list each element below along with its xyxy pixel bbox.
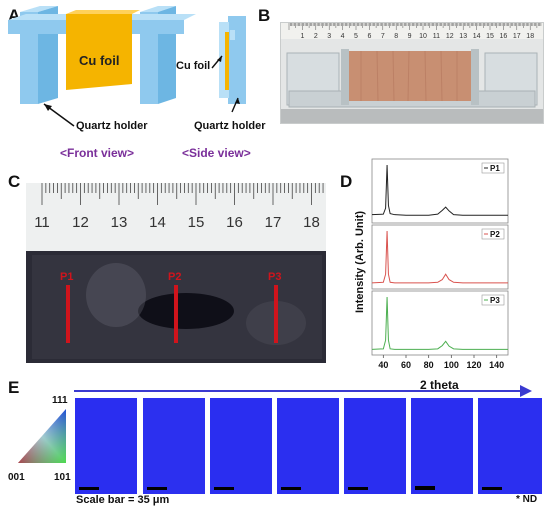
legend-box bbox=[481, 228, 505, 240]
ruler-b-number: 11 bbox=[433, 33, 440, 40]
ebsd-map-3 bbox=[210, 398, 272, 494]
ruler-b-number: 10 bbox=[419, 33, 427, 40]
ruler-c-number: 18 bbox=[303, 214, 320, 231]
x-axis-label: 2 theta bbox=[420, 378, 459, 392]
legend-label-p2: P2 bbox=[490, 230, 500, 239]
x-tick-label: 120 bbox=[466, 360, 481, 370]
legend-box bbox=[481, 294, 505, 306]
xrd-subplot-frame bbox=[371, 158, 509, 224]
scale-bar-label: Scale bar = 35 μm bbox=[76, 494, 170, 506]
side-view-label: <Side view> bbox=[182, 146, 251, 160]
ruler-b-number: 17 bbox=[513, 33, 521, 40]
side-cu-foil-label: Cu foil bbox=[176, 60, 211, 72]
ruler-b-number: 6 bbox=[367, 33, 371, 40]
quartz-holder-left bbox=[8, 6, 96, 104]
xrd-series-line-p3 bbox=[371, 296, 508, 350]
ruler-c-number: 13 bbox=[111, 214, 128, 231]
ipf-label-001: 001 bbox=[8, 472, 25, 483]
x-tick-label: 140 bbox=[489, 360, 504, 370]
ruler-c-number: 14 bbox=[149, 214, 166, 231]
panel-c-label: C bbox=[8, 172, 21, 191]
ruler-b: 1 2 3 4 5 6 7 8 9 10 11 12 13 14 15 16 17 18 bbox=[281, 23, 543, 123]
xrd-subplot-frame bbox=[371, 224, 509, 290]
ipf-label-111: 111 bbox=[52, 395, 68, 406]
x-tick-label: 40 bbox=[378, 360, 388, 370]
ipf-color-triangle bbox=[18, 409, 66, 463]
ebsd-map-1 bbox=[75, 398, 137, 494]
ruler-b-labels bbox=[280, 22, 542, 36]
ruler-b-number: 12 bbox=[446, 33, 454, 40]
ruler-c-number: 16 bbox=[226, 214, 243, 231]
ruler-b-number: 7 bbox=[381, 33, 385, 40]
panel-b-label: B bbox=[258, 6, 271, 25]
xrd-subplot-frame bbox=[371, 290, 509, 356]
ruler-b-number: 18 bbox=[526, 33, 534, 40]
xrd-series-line-p2 bbox=[371, 230, 508, 284]
ebsd-map-5 bbox=[344, 398, 406, 494]
ruler-b-number: 8 bbox=[394, 33, 398, 40]
ruler-c-number: 17 bbox=[265, 214, 282, 231]
quartz-holder-right bbox=[112, 6, 196, 104]
side-holder-label: Quartz holder bbox=[194, 120, 266, 132]
nd-note: * ND bbox=[516, 494, 538, 505]
x-tick-label: 60 bbox=[401, 360, 411, 370]
ebsd-map-6 bbox=[411, 398, 473, 494]
position-p3-marker bbox=[274, 285, 278, 343]
ruler-b-number: 13 bbox=[459, 33, 467, 40]
ruler-b-number: 3 bbox=[327, 33, 331, 40]
ruler-b-number: 2 bbox=[314, 33, 318, 40]
ruler-b-number: 4 bbox=[341, 33, 345, 40]
position-p2-marker bbox=[174, 285, 178, 343]
ruler-b-number: 16 bbox=[500, 33, 508, 40]
legend-label-p1: P1 bbox=[490, 164, 500, 173]
cu-foil-label: Cu foil bbox=[79, 53, 120, 68]
position-p1-label: P1 bbox=[60, 271, 74, 283]
legend-box bbox=[481, 162, 505, 174]
ruler-c-number: 15 bbox=[188, 214, 205, 231]
ebsd-map-7 bbox=[478, 398, 542, 494]
side-view-holder bbox=[219, 16, 246, 104]
ebsd-map-4 bbox=[277, 398, 339, 494]
photo-foil-positions: 11 12 13 14 15 16 17 18 P1 P2 P3 bbox=[26, 183, 326, 363]
ruler-b-number: 15 bbox=[486, 33, 494, 40]
xrd-series-line-p1 bbox=[371, 164, 508, 216]
position-p1-marker bbox=[66, 285, 70, 343]
ipf-label-101: 101 bbox=[54, 472, 71, 483]
ruler-b-number: 1 bbox=[300, 33, 304, 40]
panel-e-label: E bbox=[8, 378, 20, 397]
xrd-chart: P1 P2 P3 40 60 80 100 120 140 bbox=[371, 158, 509, 370]
photo-quartz-holder: 1 2 3 4 5 6 7 8 9 10 11 12 13 14 15 16 17 18 bbox=[280, 22, 544, 124]
front-view-label: <Front view> bbox=[60, 146, 135, 160]
panel-d-label: D bbox=[340, 172, 353, 191]
front-holder-label: Quartz holder bbox=[76, 120, 148, 132]
position-p3-label: P3 bbox=[268, 271, 282, 283]
ruler-b-number: 14 bbox=[473, 33, 481, 40]
ruler-c-number: 12 bbox=[72, 214, 89, 231]
ruler-b-number: 5 bbox=[354, 33, 358, 40]
ruler-b-number: 9 bbox=[408, 33, 412, 40]
ebsd-map-2 bbox=[143, 398, 205, 494]
legend-label-p3: P3 bbox=[490, 296, 500, 305]
ruler-c-number: 11 bbox=[34, 214, 50, 231]
panel-a-diagram bbox=[8, 6, 246, 127]
direction-arrow bbox=[74, 385, 532, 397]
position-p2-label: P2 bbox=[168, 271, 182, 283]
cu-foil-front bbox=[66, 10, 140, 90]
x-tick-label: 100 bbox=[444, 360, 459, 370]
x-tick-label: 80 bbox=[424, 360, 434, 370]
